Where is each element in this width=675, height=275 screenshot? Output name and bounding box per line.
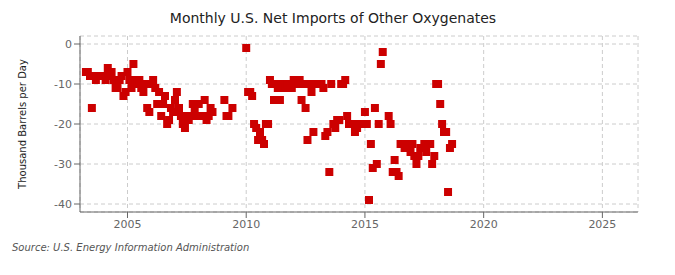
svg-text:-40: -40	[54, 198, 72, 211]
html-text:Source: U.S. Energy Informatio: Source: U.S. Energy Information Administ…	[12, 242, 250, 253]
svg-text:-30: -30	[54, 158, 72, 171]
svg-text:2025: 2025	[588, 218, 616, 231]
html-text:Monthly U.S. Net Imports of Ot: Monthly U.S. Net Imports of Other Oxygen…	[169, 10, 497, 26]
svg-text:2015: 2015	[351, 218, 379, 231]
svg-text:2010: 2010	[232, 218, 260, 231]
svg-text:2005: 2005	[113, 218, 141, 231]
svg-text:-20: -20	[54, 118, 72, 131]
svg-text:2020: 2020	[470, 218, 498, 231]
svg-text:0: 0	[65, 38, 72, 51]
svg-text:Thousand Barrels per Day: Thousand Barrels per Day	[17, 59, 28, 190]
svg-text:-10: -10	[54, 78, 72, 91]
